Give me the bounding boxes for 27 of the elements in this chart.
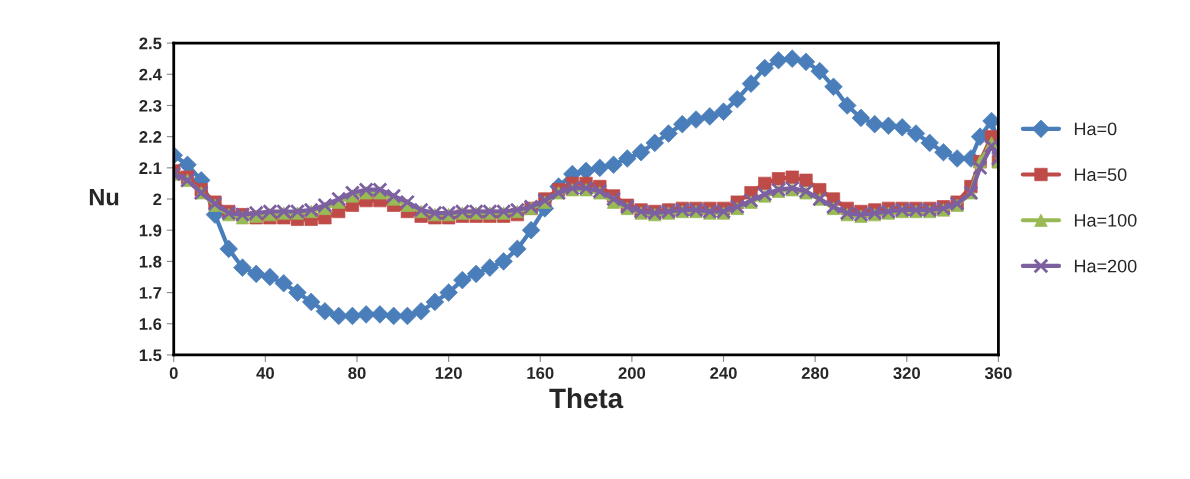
x-tick-label: 40: [256, 367, 274, 379]
x-tick-label: 120: [435, 367, 462, 379]
y-tick-label: 1.7: [139, 287, 162, 299]
y-tick-label: 2.5: [139, 37, 162, 50]
y-tick-label: 2.2: [139, 131, 162, 143]
y-tick-label: 1.6: [139, 318, 162, 330]
x-tick-label: 280: [801, 367, 829, 379]
legend-label: Ha=50: [1074, 168, 1127, 182]
legend-label: Ha=200: [1074, 259, 1137, 273]
x-axis-title: Theta: [549, 387, 624, 409]
y-tick-label: 2: [153, 193, 162, 206]
x-tick-label: 200: [618, 367, 646, 379]
y-tick-label: 2.1: [139, 162, 162, 174]
legend-label: Ha=100: [1074, 213, 1137, 227]
y-tick-label: 2.3: [139, 99, 162, 112]
y-axis-title: Nu: [89, 188, 119, 206]
y-tick-label: 2.4: [139, 68, 162, 81]
x-tick-label: 320: [893, 367, 920, 380]
x-tick-label: 360: [984, 367, 1012, 380]
x-tick-label: 240: [710, 367, 737, 379]
x-tick-label: 80: [348, 367, 366, 379]
y-tick-label: 1.9: [139, 224, 162, 237]
x-tick-label: 0: [169, 367, 178, 379]
legend-label: Ha=0: [1074, 122, 1117, 136]
y-tick-label: 1.8: [139, 255, 162, 268]
x-tick-label: 160: [527, 367, 554, 379]
y-tick-label: 1.5: [139, 349, 162, 362]
